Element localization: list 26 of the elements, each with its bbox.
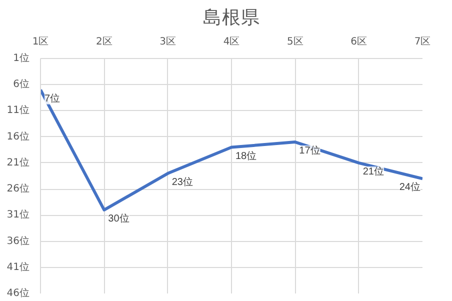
x-tick-label: 6区 xyxy=(350,36,368,48)
y-tick-label: 36位 xyxy=(6,234,30,247)
y-tick-label: 6位 xyxy=(13,78,30,90)
y-tick-label: 46位 xyxy=(6,287,30,299)
y-tick-label: 1位 xyxy=(13,52,30,64)
x-tick-label: 2区 xyxy=(96,36,112,48)
data-label: 30位 xyxy=(108,212,130,224)
y-tick-label: 16位 xyxy=(6,130,30,142)
data-label: 17位 xyxy=(299,144,320,157)
line-series xyxy=(40,88,422,212)
data-label: 7位 xyxy=(44,92,60,104)
x-tick-label: 1区 xyxy=(32,36,49,48)
x-tick-label: 4区 xyxy=(223,36,240,48)
x-tick-label: 3区 xyxy=(160,36,176,48)
y-tick-label: 31位 xyxy=(6,208,30,221)
y-tick-label: 26位 xyxy=(6,182,30,195)
data-label: 18位 xyxy=(236,150,257,162)
y-tick-label: 11位 xyxy=(6,104,30,116)
data-label: 24位 xyxy=(399,181,420,194)
data-label: 21位 xyxy=(362,165,384,178)
x-tick-label: 5区 xyxy=(286,36,304,48)
data-label: 23位 xyxy=(172,176,193,188)
y-tick-label: 21位 xyxy=(6,156,30,168)
chart-title: 島根県 xyxy=(203,8,260,28)
y-tick-label: 41位 xyxy=(6,260,30,273)
x-tick-label: 7区 xyxy=(414,36,431,48)
